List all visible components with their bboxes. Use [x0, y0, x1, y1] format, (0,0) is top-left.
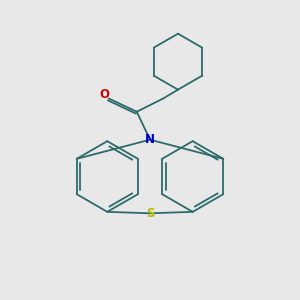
Text: O: O — [99, 88, 110, 101]
Text: S: S — [146, 207, 154, 220]
Text: N: N — [145, 133, 155, 146]
